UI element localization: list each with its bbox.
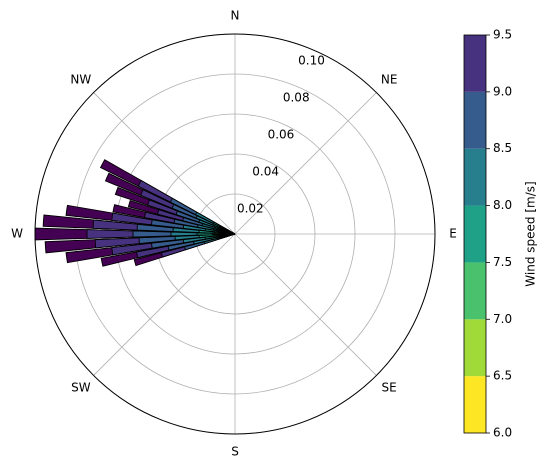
colorbar-tick-label: 7.0 [493, 312, 512, 326]
wind-bar-segment [230, 233, 236, 236]
radial-tick-label: 0.08 [283, 91, 310, 105]
angular-gridline [234, 233, 377, 376]
direction-label-e: E [449, 227, 457, 241]
direction-label-ne: NE [381, 72, 398, 86]
colorbar-bin [464, 148, 486, 206]
direction-label-nw: NW [70, 72, 91, 86]
colorbar-bin [464, 205, 486, 263]
radial-tick-label: 0.02 [237, 202, 264, 216]
radial-tick-labels: 0.02 0.04 0.06 0.08 0.10 [237, 54, 325, 216]
radial-tick-label: 0.04 [252, 165, 279, 179]
colorbar-tick-label: 8.5 [493, 141, 512, 155]
colorbar-tick-label: 6.5 [493, 369, 512, 383]
colorbar-bin [464, 262, 486, 320]
colorbar-frame [463, 34, 487, 434]
colorbar-bin [464, 91, 486, 149]
radial-tick-label: 0.06 [268, 128, 295, 142]
wind-bars [34, 159, 236, 267]
colorbar-bin [464, 376, 486, 433]
colorbar-tick-label: 7.5 [493, 255, 512, 269]
colorbar: 6.0 6.5 7.0 7.5 8.0 8.5 9.0 9.5 [463, 28, 512, 440]
direction-labels: E NE N NW W SW S SE [11, 9, 457, 459]
colorbar-bin [464, 35, 486, 92]
radial-tick-label: 0.10 [298, 54, 325, 68]
colorbar-tick-label: 8.0 [493, 198, 512, 212]
direction-label-s: S [231, 445, 239, 459]
angular-gridline [234, 92, 377, 235]
colorbar-label: Wind speed [m/s] [524, 181, 538, 286]
direction-label-n: N [231, 9, 240, 23]
direction-label-sw: SW [71, 381, 91, 395]
polar-frame [34, 33, 436, 435]
colorbar-tick-label: 6.0 [493, 426, 512, 440]
angular-gridline [93, 233, 236, 376]
colorbar-tick-label: 9.0 [493, 84, 512, 98]
direction-label-w: W [11, 227, 23, 241]
direction-label-se: SE [382, 381, 397, 395]
angular-gridline [93, 92, 236, 235]
colorbar-bin [464, 319, 486, 377]
colorbar-tick-label: 9.5 [493, 28, 512, 42]
